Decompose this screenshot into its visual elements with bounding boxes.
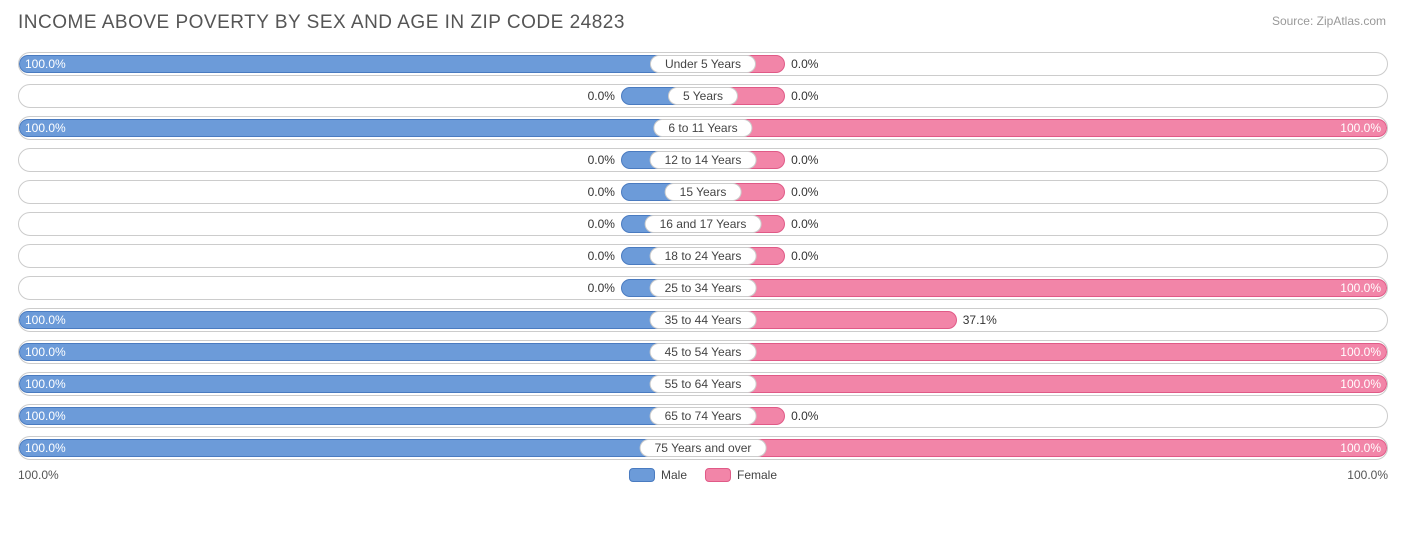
chart-row: 100.0% 100.0% 75 Years and over (18, 436, 1388, 460)
chart-row: 0.0% 0.0% 5 Years (18, 84, 1388, 108)
chart-row: 100.0% 0.0% 65 to 74 Years (18, 404, 1388, 428)
female-bar (703, 439, 1387, 457)
axis-row: 100.0% Male Female 100.0% (18, 468, 1388, 488)
category-label: 5 Years (668, 87, 738, 105)
female-value: 0.0% (791, 85, 818, 107)
male-bar (19, 375, 703, 393)
female-value: 100.0% (1340, 277, 1381, 299)
category-label: 18 to 24 Years (650, 247, 757, 265)
male-value: 0.0% (588, 245, 615, 267)
male-bar (19, 119, 703, 137)
legend-female-label: Female (737, 468, 777, 482)
female-value: 0.0% (791, 181, 818, 203)
diverging-bar-chart: 100.0% 0.0% Under 5 Years 0.0% 0.0% 5 Years 10… (18, 52, 1388, 460)
male-value: 0.0% (588, 277, 615, 299)
male-swatch (629, 468, 655, 482)
category-label: 12 to 14 Years (650, 151, 757, 169)
male-value: 100.0% (25, 373, 66, 395)
female-value: 100.0% (1340, 341, 1381, 363)
category-label: 15 Years (665, 183, 742, 201)
category-label: 25 to 34 Years (650, 279, 757, 297)
category-label: 55 to 64 Years (650, 375, 757, 393)
male-bar (19, 55, 703, 73)
male-bar (19, 311, 703, 329)
female-value: 0.0% (791, 245, 818, 267)
chart-row: 100.0% 100.0% 45 to 54 Years (18, 340, 1388, 364)
chart-row: 0.0% 0.0% 15 Years (18, 180, 1388, 204)
female-bar (703, 119, 1387, 137)
chart-row: 0.0% 0.0% 16 and 17 Years (18, 212, 1388, 236)
category-label: 6 to 11 Years (653, 119, 752, 137)
female-value: 0.0% (791, 53, 818, 75)
male-value: 100.0% (25, 341, 66, 363)
male-value: 0.0% (588, 213, 615, 235)
category-label: 65 to 74 Years (650, 407, 757, 425)
legend: Male Female (629, 468, 777, 482)
chart-title: INCOME ABOVE POVERTY BY SEX AND AGE IN Z… (18, 12, 1388, 34)
male-bar (19, 343, 703, 361)
chart-row: 100.0% 100.0% 6 to 11 Years (18, 116, 1388, 140)
legend-male: Male (629, 468, 687, 482)
male-bar (19, 439, 703, 457)
legend-male-label: Male (661, 468, 687, 482)
chart-row: 0.0% 0.0% 12 to 14 Years (18, 148, 1388, 172)
female-bar (703, 279, 1387, 297)
chart-row: 0.0% 100.0% 25 to 34 Years (18, 276, 1388, 300)
male-value: 100.0% (25, 309, 66, 331)
female-value: 0.0% (791, 213, 818, 235)
category-label: 75 Years and over (640, 439, 767, 457)
chart-row: 0.0% 0.0% 18 to 24 Years (18, 244, 1388, 268)
male-value: 100.0% (25, 117, 66, 139)
female-bar (703, 375, 1387, 393)
male-value: 0.0% (588, 149, 615, 171)
female-value: 100.0% (1340, 117, 1381, 139)
male-value: 0.0% (588, 85, 615, 107)
category-label: 35 to 44 Years (650, 311, 757, 329)
male-value: 100.0% (25, 437, 66, 459)
female-value: 100.0% (1340, 437, 1381, 459)
category-label: 16 and 17 Years (645, 215, 762, 233)
category-label: Under 5 Years (650, 55, 756, 73)
female-swatch (705, 468, 731, 482)
legend-female: Female (705, 468, 777, 482)
female-value: 0.0% (791, 149, 818, 171)
female-value: 0.0% (791, 405, 818, 427)
male-value: 100.0% (25, 405, 66, 427)
category-label: 45 to 54 Years (650, 343, 757, 361)
source-label: Source: ZipAtlas.com (1272, 14, 1386, 28)
male-bar (19, 407, 703, 425)
chart-row: 100.0% 100.0% 55 to 64 Years (18, 372, 1388, 396)
female-value: 37.1% (963, 309, 997, 331)
axis-right-label: 100.0% (1347, 468, 1388, 482)
female-bar (703, 343, 1387, 361)
female-value: 100.0% (1340, 373, 1381, 395)
male-value: 0.0% (588, 181, 615, 203)
chart-row: 100.0% 0.0% Under 5 Years (18, 52, 1388, 76)
axis-left-label: 100.0% (18, 468, 59, 482)
male-value: 100.0% (25, 53, 66, 75)
chart-row: 100.0% 37.1% 35 to 44 Years (18, 308, 1388, 332)
